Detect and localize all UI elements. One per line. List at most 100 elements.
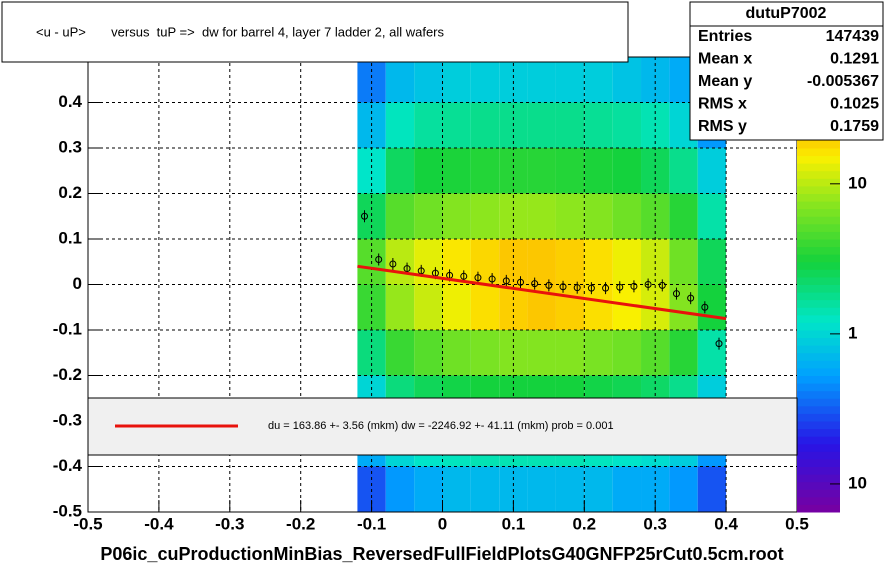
z-tick-label: 10 [848,173,867,192]
heat-cell [697,330,727,376]
heat-cell [584,57,613,103]
colorbar-step [797,466,840,475]
y-tick-label: -0.2 [53,365,82,384]
title-box [1,1,629,63]
axes: -0.5 -0.4 -0.3 -0.2 -0.1 0 0.1 0.2 0.3 0.4 0.5 -0.5… [53,46,867,533]
colorbar-step [797,178,840,187]
x-tick-label: -0.4 [144,514,174,533]
profile-point [644,281,652,288]
profile-point [715,340,723,348]
stats-label: Entries [698,28,752,45]
colorbar-step [797,428,840,437]
heat-cell [612,239,642,285]
profile-point [672,290,680,298]
y-tick-label: -0.1 [53,319,82,338]
colorbar-step [797,299,840,308]
chart-title: <u - uP> versus tuP => dw for barrel 4, … [36,24,445,39]
stats-value: 0.1759 [830,118,879,135]
heat-cell [385,284,415,330]
z-tick-label: 1 [848,323,857,342]
profile-point [361,212,369,220]
heat-cell [584,193,613,239]
heat-cell [414,330,443,376]
heat-cell [555,284,585,330]
colorbar-step [797,496,840,505]
profile-point [531,280,539,288]
heat-cell [555,239,585,285]
colorbar-step [797,367,840,376]
heat-cell [385,57,415,103]
colorbar-step [797,481,840,490]
heat-cell [442,148,471,194]
heat-cell [527,57,556,103]
colorbar-step [797,322,840,331]
profile-point [488,275,496,283]
heat-cell [385,102,415,148]
heat-cell [442,284,471,330]
colorbar-step [797,458,840,467]
heat-cell [612,193,642,239]
fit-line [357,264,727,321]
heat-cell [669,239,698,285]
x-tick-label: 0.1 [502,514,526,533]
y-tick-label: 0.4 [58,92,82,111]
colorbar-step [797,504,840,513]
heat-cell [470,148,500,194]
colorbar-step [797,474,840,483]
heat-cell [555,193,585,239]
heat-cell [669,330,698,376]
profile-point [559,283,567,291]
profile-point [630,282,638,290]
y-tick-label: 0 [73,274,82,293]
heat-cell [584,148,613,194]
heat-cell [584,239,613,285]
heat-cell [442,102,471,148]
heat-cell [470,330,500,376]
x-tick-label: 0.5 [785,514,809,533]
heat-cell [697,193,727,239]
heat-cell [414,193,443,239]
heat-cell [669,284,698,330]
colorbar-step [797,239,840,248]
profile-point [602,284,610,292]
heat-cell [584,330,613,376]
colorbar-step [797,489,840,498]
heat-cell [612,330,642,376]
colorbar-step [797,148,840,157]
profile-point [587,284,595,292]
colorbar-step [797,185,840,194]
x-tick-label: -0.2 [286,514,315,533]
stats-label: RMS y [698,118,747,135]
colorbar-step [797,246,840,255]
profile-point [460,272,468,280]
stats-value: 147439 [826,28,879,45]
heat-cell [385,330,415,376]
heat-cell [555,57,585,103]
colorbar-step [797,269,840,278]
colorbar-step [797,375,840,384]
heat-cell [527,148,556,194]
heat-cell [527,466,556,512]
colorbar-step [797,352,840,361]
stats-value: -0.005367 [807,73,879,90]
stats-box [689,1,884,141]
y-tick-label: 0.1 [58,228,82,247]
colorbar-step [797,398,840,407]
heat-cell [697,466,727,512]
heat-cell [414,148,443,194]
heat-cell [385,466,415,512]
x-tick-label: 0.4 [714,514,738,533]
profile-point [616,283,624,291]
colorbar-step [797,216,840,225]
x-tick-label: -0.3 [215,514,244,533]
profile-point [701,303,709,311]
colorbar-step [797,163,840,172]
heat-cell [414,284,443,330]
stats-label: Mean y [698,73,752,90]
heat-cell [555,330,585,376]
heat-cell [442,330,471,376]
colorbar-step [797,276,840,285]
profile-point [474,274,482,282]
colorbar-step [797,254,840,263]
colorbar-step [797,436,840,445]
